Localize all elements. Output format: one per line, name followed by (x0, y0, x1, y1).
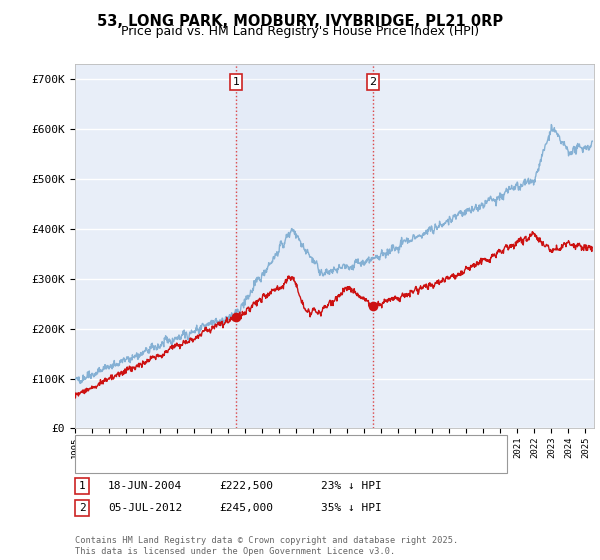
Text: 2: 2 (79, 503, 86, 513)
Text: £222,500: £222,500 (219, 481, 273, 491)
Text: Contains HM Land Registry data © Crown copyright and database right 2025.
This d: Contains HM Land Registry data © Crown c… (75, 536, 458, 556)
Text: 23% ↓ HPI: 23% ↓ HPI (321, 481, 382, 491)
Text: Price paid vs. HM Land Registry's House Price Index (HPI): Price paid vs. HM Land Registry's House … (121, 25, 479, 38)
Text: 53, LONG PARK, MODBURY, IVYBRIDGE, PL21 0RP (detached house): 53, LONG PARK, MODBURY, IVYBRIDGE, PL21 … (110, 441, 470, 451)
Bar (236, 64, 373, 428)
Text: 18-JUN-2004: 18-JUN-2004 (108, 481, 182, 491)
Text: ─────: ───── (84, 439, 122, 452)
Text: ─────: ───── (84, 456, 122, 469)
Text: 1: 1 (232, 77, 239, 87)
Text: 35% ↓ HPI: 35% ↓ HPI (321, 503, 382, 513)
Text: 1: 1 (79, 481, 86, 491)
Text: £245,000: £245,000 (219, 503, 273, 513)
Text: HPI: Average price, detached house, South Hams: HPI: Average price, detached house, Sout… (110, 458, 386, 468)
Text: 05-JUL-2012: 05-JUL-2012 (108, 503, 182, 513)
Text: 2: 2 (370, 77, 377, 87)
Text: 53, LONG PARK, MODBURY, IVYBRIDGE, PL21 0RP: 53, LONG PARK, MODBURY, IVYBRIDGE, PL21 … (97, 14, 503, 29)
